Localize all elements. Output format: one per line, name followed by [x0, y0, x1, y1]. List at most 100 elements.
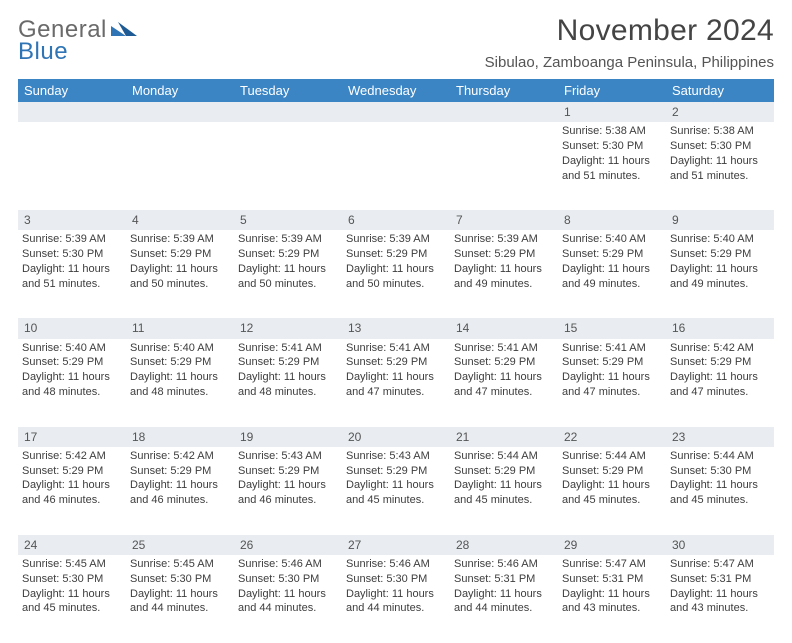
day-cell: Sunrise: 5:40 AMSunset: 5:29 PMDaylight:…: [126, 339, 234, 427]
sunrise-text: Sunrise: 5:40 AM: [130, 341, 230, 356]
daylight-text: Daylight: 11 hours and 50 minutes.: [238, 262, 338, 292]
day-number-cell: 22: [558, 427, 666, 447]
day-number: 8: [558, 210, 666, 230]
sunset-text: Sunset: 5:29 PM: [346, 355, 446, 370]
day-cell: Sunrise: 5:43 AMSunset: 5:29 PMDaylight:…: [342, 447, 450, 535]
sunrise-text: Sunrise: 5:47 AM: [670, 557, 770, 572]
day-cell: Sunrise: 5:40 AMSunset: 5:29 PMDaylight:…: [18, 339, 126, 427]
day-number: 12: [234, 318, 342, 338]
day-cell: Sunrise: 5:42 AMSunset: 5:29 PMDaylight:…: [18, 447, 126, 535]
day-number: 9: [666, 210, 774, 230]
sunrise-text: Sunrise: 5:41 AM: [454, 341, 554, 356]
week-row: Sunrise: 5:45 AMSunset: 5:30 PMDaylight:…: [18, 555, 774, 643]
day-number-cell: 4: [126, 210, 234, 230]
day-cell: Sunrise: 5:41 AMSunset: 5:29 PMDaylight:…: [558, 339, 666, 427]
day-number: 5: [234, 210, 342, 230]
sunrise-text: Sunrise: 5:46 AM: [454, 557, 554, 572]
day-number-cell: 9: [666, 210, 774, 230]
day-number: 15: [558, 318, 666, 338]
sunset-text: Sunset: 5:30 PM: [562, 139, 662, 154]
day-number-empty: [18, 102, 126, 122]
day-cell: Sunrise: 5:41 AMSunset: 5:29 PMDaylight:…: [450, 339, 558, 427]
sunset-text: Sunset: 5:30 PM: [670, 139, 770, 154]
day-number-cell: 16: [666, 318, 774, 338]
day-number-cell: 23: [666, 427, 774, 447]
day-number-cell: 3: [18, 210, 126, 230]
weekday-header: Sunday: [18, 79, 126, 102]
day-number-row: 10111213141516: [18, 318, 774, 338]
day-cell: Sunrise: 5:43 AMSunset: 5:29 PMDaylight:…: [234, 447, 342, 535]
day-number-cell: 13: [342, 318, 450, 338]
daylight-text: Daylight: 11 hours and 46 minutes.: [22, 478, 122, 508]
day-cell: Sunrise: 5:41 AMSunset: 5:29 PMDaylight:…: [342, 339, 450, 427]
day-cell: [234, 122, 342, 210]
sunset-text: Sunset: 5:29 PM: [130, 247, 230, 262]
day-number-cell: [450, 102, 558, 122]
day-number-cell: 10: [18, 318, 126, 338]
weekday-header: Thursday: [450, 79, 558, 102]
day-number-cell: 30: [666, 535, 774, 555]
sunrise-text: Sunrise: 5:41 AM: [562, 341, 662, 356]
sunset-text: Sunset: 5:30 PM: [22, 572, 122, 587]
day-number: 30: [666, 535, 774, 555]
daylight-text: Daylight: 11 hours and 45 minutes.: [670, 478, 770, 508]
sunrise-text: Sunrise: 5:39 AM: [130, 232, 230, 247]
day-cell: Sunrise: 5:47 AMSunset: 5:31 PMDaylight:…: [558, 555, 666, 643]
sunrise-text: Sunrise: 5:38 AM: [670, 124, 770, 139]
day-number: 25: [126, 535, 234, 555]
daylight-text: Daylight: 11 hours and 48 minutes.: [22, 370, 122, 400]
sunrise-text: Sunrise: 5:40 AM: [562, 232, 662, 247]
sunrise-text: Sunrise: 5:43 AM: [346, 449, 446, 464]
day-cell: Sunrise: 5:45 AMSunset: 5:30 PMDaylight:…: [18, 555, 126, 643]
day-number: 6: [342, 210, 450, 230]
daylight-text: Daylight: 11 hours and 46 minutes.: [238, 478, 338, 508]
sunrise-text: Sunrise: 5:41 AM: [346, 341, 446, 356]
daylight-text: Daylight: 11 hours and 51 minutes.: [22, 262, 122, 292]
day-number: 10: [18, 318, 126, 338]
sunset-text: Sunset: 5:29 PM: [346, 464, 446, 479]
sunset-text: Sunset: 5:29 PM: [670, 247, 770, 262]
daylight-text: Daylight: 11 hours and 50 minutes.: [130, 262, 230, 292]
day-number-cell: 12: [234, 318, 342, 338]
day-cell: [126, 122, 234, 210]
day-cell: Sunrise: 5:39 AMSunset: 5:29 PMDaylight:…: [450, 230, 558, 318]
day-number-cell: 18: [126, 427, 234, 447]
week-row: Sunrise: 5:40 AMSunset: 5:29 PMDaylight:…: [18, 339, 774, 427]
day-number-cell: 20: [342, 427, 450, 447]
day-number-row: 24252627282930: [18, 535, 774, 555]
sunrise-text: Sunrise: 5:47 AM: [562, 557, 662, 572]
sunset-text: Sunset: 5:29 PM: [562, 355, 662, 370]
day-number: 28: [450, 535, 558, 555]
day-number-cell: [126, 102, 234, 122]
sunset-text: Sunset: 5:29 PM: [454, 247, 554, 262]
sunset-text: Sunset: 5:29 PM: [562, 464, 662, 479]
day-number: 16: [666, 318, 774, 338]
daylight-text: Daylight: 11 hours and 51 minutes.: [562, 154, 662, 184]
weekday-header-row: Sunday Monday Tuesday Wednesday Thursday…: [18, 79, 774, 102]
sunset-text: Sunset: 5:31 PM: [670, 572, 770, 587]
sunset-text: Sunset: 5:29 PM: [454, 464, 554, 479]
day-number: 21: [450, 427, 558, 447]
day-cell: Sunrise: 5:40 AMSunset: 5:29 PMDaylight:…: [666, 230, 774, 318]
day-number: 13: [342, 318, 450, 338]
day-number-cell: 6: [342, 210, 450, 230]
day-number-row: 17181920212223: [18, 427, 774, 447]
weekday-header: Wednesday: [342, 79, 450, 102]
header-row: General Blue November 2024 Sibulao, Zamb…: [18, 14, 774, 71]
sunset-text: Sunset: 5:29 PM: [22, 355, 122, 370]
daylight-text: Daylight: 11 hours and 51 minutes.: [670, 154, 770, 184]
day-cell: Sunrise: 5:45 AMSunset: 5:30 PMDaylight:…: [126, 555, 234, 643]
day-number-cell: 24: [18, 535, 126, 555]
day-number-empty: [450, 102, 558, 122]
day-number-cell: 28: [450, 535, 558, 555]
daylight-text: Daylight: 11 hours and 45 minutes.: [454, 478, 554, 508]
day-number-cell: 11: [126, 318, 234, 338]
day-cell: [450, 122, 558, 210]
sunrise-text: Sunrise: 5:45 AM: [130, 557, 230, 572]
day-number-cell: 15: [558, 318, 666, 338]
day-number-cell: 2: [666, 102, 774, 122]
weekday-header: Friday: [558, 79, 666, 102]
daylight-text: Daylight: 11 hours and 47 minutes.: [670, 370, 770, 400]
sunset-text: Sunset: 5:29 PM: [238, 464, 338, 479]
day-cell: Sunrise: 5:41 AMSunset: 5:29 PMDaylight:…: [234, 339, 342, 427]
